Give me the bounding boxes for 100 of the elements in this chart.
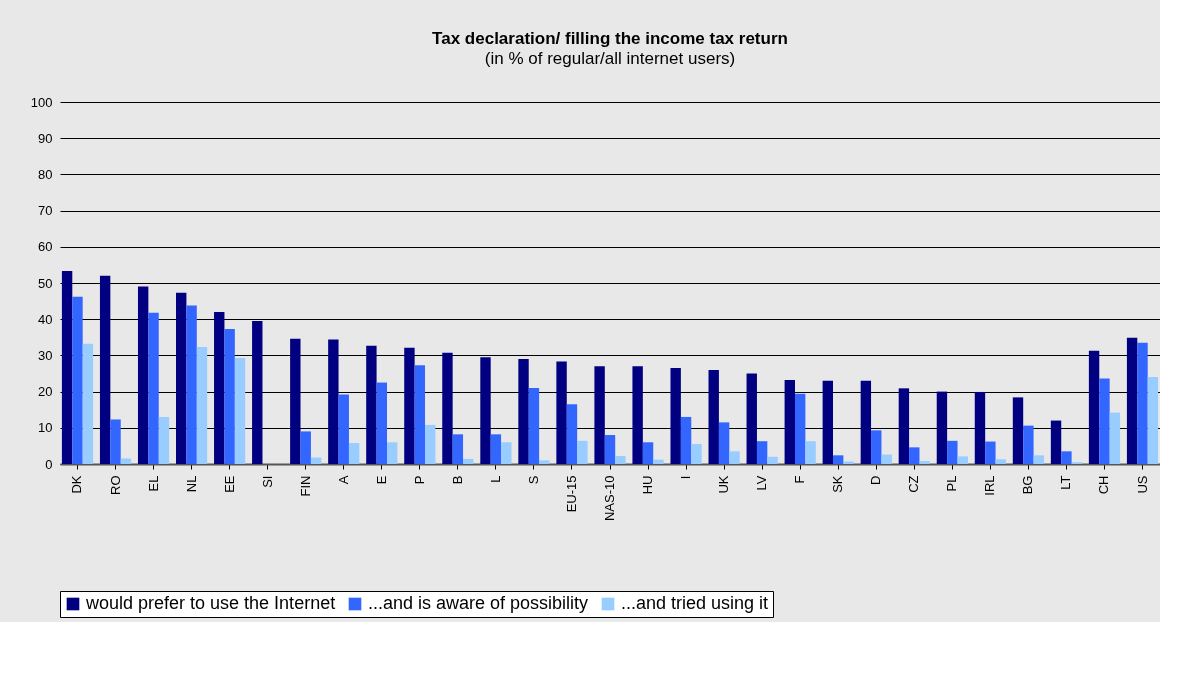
y-tick-label: 10 <box>38 420 53 436</box>
chart-title: Tax declaration/ filling the income tax return <box>432 29 788 48</box>
bar <box>1023 425 1034 464</box>
bar <box>366 345 377 464</box>
bar <box>691 444 702 464</box>
x-tick-label: F <box>792 475 808 484</box>
bar <box>1147 377 1159 464</box>
x-tick-label: D <box>868 475 884 485</box>
bar <box>566 404 578 464</box>
bar <box>376 382 387 464</box>
bar <box>833 455 844 464</box>
y-tick-label: 50 <box>38 275 53 291</box>
bar <box>1137 342 1148 464</box>
bar <box>604 435 616 464</box>
x-tick-label: PL <box>944 475 960 492</box>
bar <box>985 441 996 464</box>
bar <box>463 458 474 464</box>
x-tick-label: HU <box>640 475 656 495</box>
bar <box>414 365 426 464</box>
x-tick-label: DK <box>69 475 85 494</box>
bar <box>82 343 94 464</box>
y-tick-label: 100 <box>30 94 53 110</box>
bar <box>310 457 322 464</box>
bar <box>881 454 892 464</box>
bar <box>756 441 768 464</box>
x-tick-label: LT <box>1058 475 1074 490</box>
x-tick-label: S <box>525 475 541 485</box>
bar <box>501 442 512 464</box>
legend-label: ...and tried using it <box>621 593 769 613</box>
x-tick-label: BG <box>1020 475 1036 495</box>
x-tick-label: I <box>678 475 694 480</box>
bar <box>767 456 778 464</box>
bar <box>1126 337 1138 464</box>
bar <box>594 366 605 464</box>
x-tick-label: A <box>335 475 351 485</box>
bar <box>974 391 986 464</box>
bar <box>528 387 540 464</box>
bar <box>794 393 806 464</box>
bar <box>110 419 121 464</box>
x-tick-label: EL <box>145 475 161 492</box>
bar <box>224 328 235 464</box>
bar <box>196 347 208 464</box>
bar <box>158 416 170 464</box>
bar <box>1109 412 1121 464</box>
bar <box>947 440 958 464</box>
bar <box>936 391 948 464</box>
y-tick-label: 0 <box>45 456 53 472</box>
x-tick-label: NAS-10 <box>602 475 617 522</box>
bar <box>708 369 719 464</box>
y-tick-label: 80 <box>38 166 53 182</box>
y-tick-label: 70 <box>38 203 53 219</box>
bar <box>957 456 968 464</box>
x-tick-label: SK <box>830 475 846 493</box>
bar <box>234 357 246 464</box>
bar <box>348 443 360 464</box>
bar <box>919 461 930 464</box>
bar <box>1050 420 1062 464</box>
x-tick-label: UK <box>716 475 732 494</box>
x-tick-label: P <box>411 475 427 485</box>
bar <box>72 296 83 464</box>
bar <box>186 305 197 464</box>
y-tick-label: 30 <box>38 347 53 363</box>
bar <box>718 422 730 464</box>
bar <box>995 459 1006 464</box>
x-tick-label: LV <box>754 475 770 491</box>
y-tick-label: 90 <box>38 130 53 146</box>
x-tick-label: SI <box>259 475 275 488</box>
bar <box>442 352 453 464</box>
bar <box>632 366 643 464</box>
legend-label: ...and is aware of possibility <box>368 593 589 613</box>
bar <box>898 388 910 464</box>
bar <box>871 430 882 464</box>
bar <box>1033 455 1044 464</box>
bar <box>214 311 225 464</box>
bar <box>860 380 872 464</box>
bar <box>290 338 301 464</box>
x-tick-label: US <box>1134 475 1150 494</box>
bar <box>176 292 187 464</box>
bar <box>518 359 529 464</box>
bar <box>1012 397 1024 464</box>
bar <box>480 357 491 464</box>
bar <box>148 312 159 464</box>
x-tick-label: E <box>373 475 389 485</box>
bar <box>1061 451 1072 464</box>
x-tick-label: B <box>449 475 465 485</box>
bar <box>338 394 349 464</box>
x-tick-label: CZ <box>906 475 922 493</box>
bar <box>425 424 436 464</box>
x-tick-label: FIN <box>297 475 313 497</box>
bar <box>452 434 464 464</box>
bar <box>909 447 920 464</box>
bar <box>386 442 398 464</box>
y-tick-label: 20 <box>38 384 53 400</box>
bar <box>137 286 149 464</box>
bar <box>539 460 550 464</box>
bar <box>805 441 816 464</box>
y-tick-label: 60 <box>38 239 53 255</box>
chart-subtitle: (in % of regular/all internet users) <box>484 49 736 68</box>
bar <box>577 440 588 464</box>
bar <box>680 416 692 464</box>
